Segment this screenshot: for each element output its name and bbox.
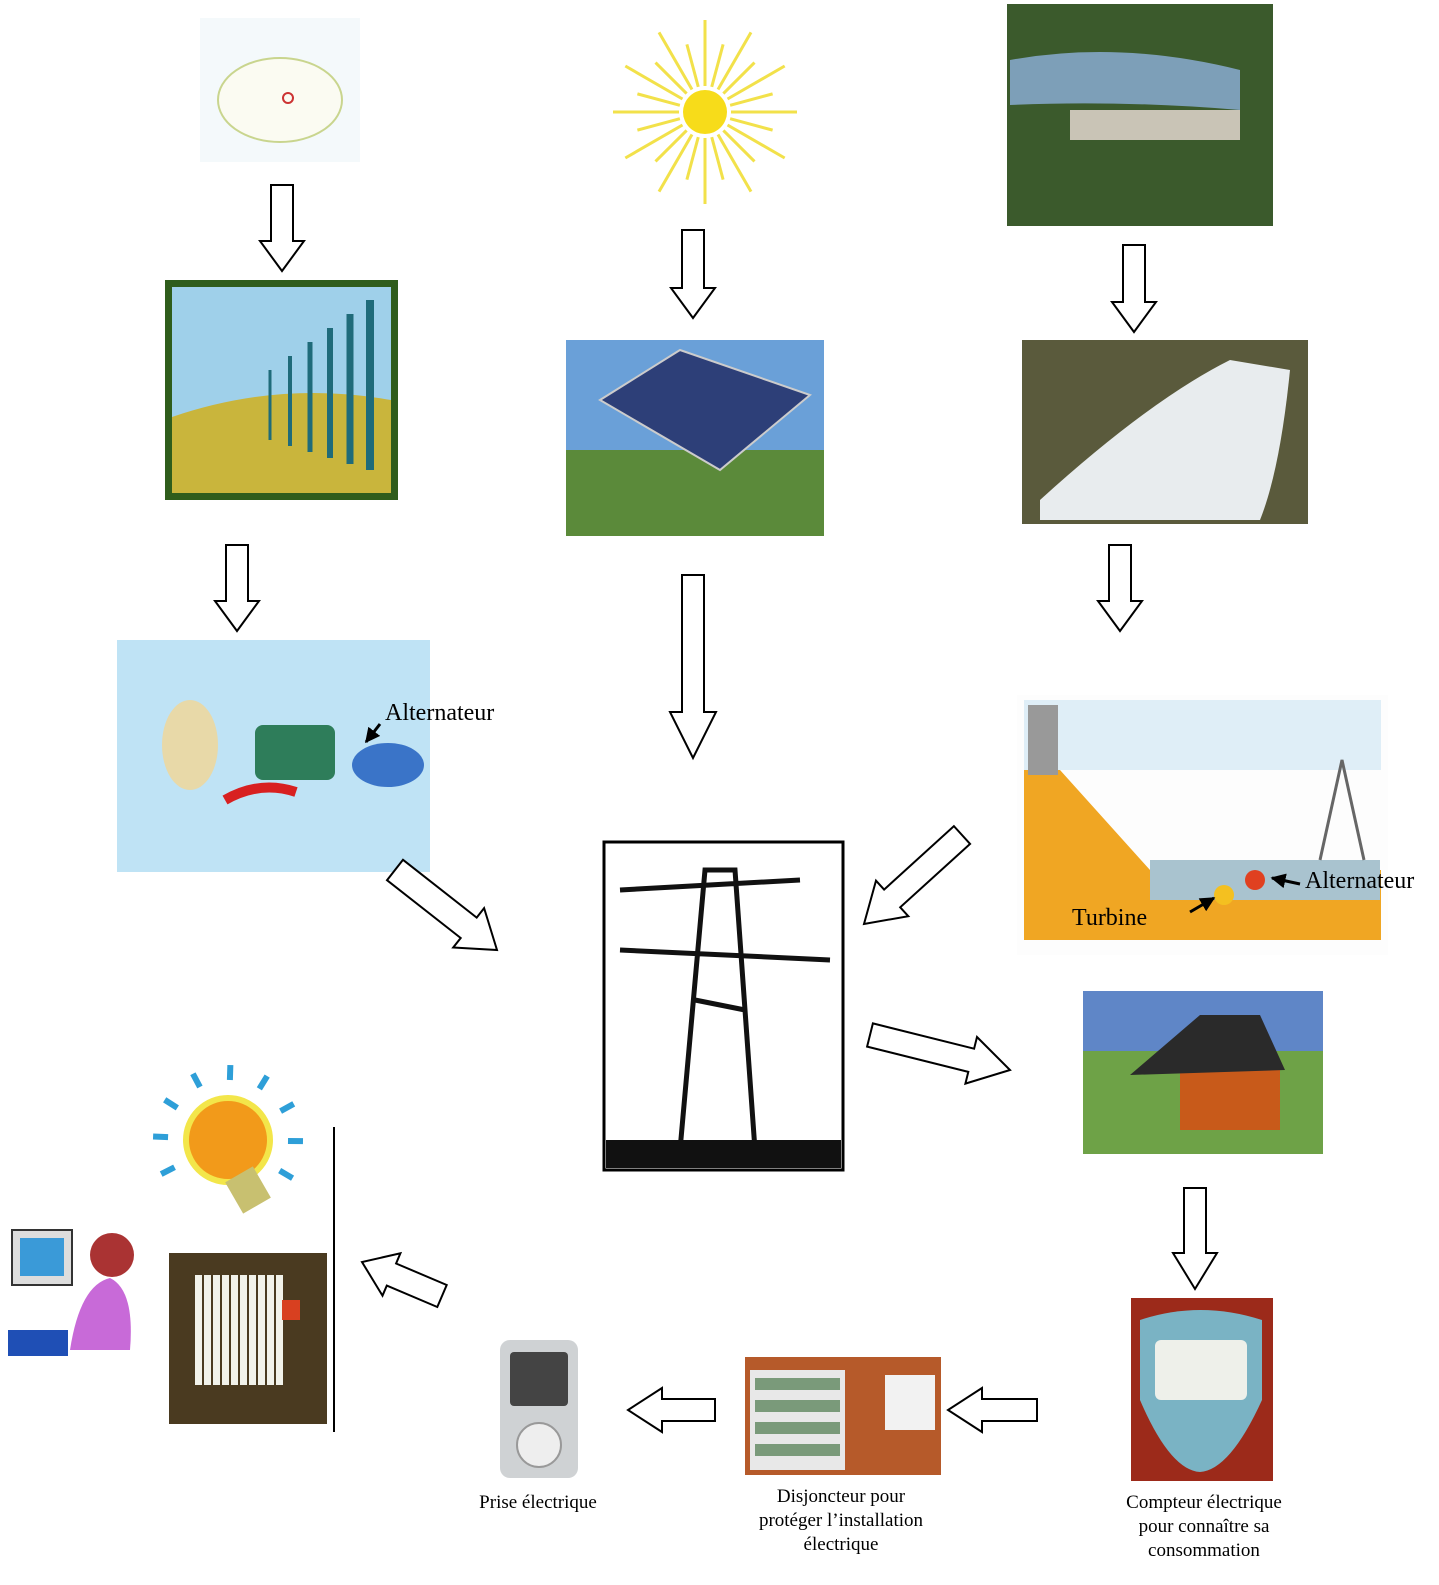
meter-dial	[1155, 1340, 1247, 1400]
head	[90, 1233, 134, 1277]
dam	[1028, 705, 1058, 775]
gearbox	[255, 725, 335, 780]
dam-wall	[1070, 110, 1240, 140]
sun	[683, 90, 727, 134]
cloud	[218, 58, 342, 142]
sun-ray	[687, 137, 698, 180]
breaker-row	[755, 1422, 840, 1434]
sun-ray	[637, 94, 680, 105]
field	[172, 393, 391, 493]
caption: électrique	[804, 1534, 879, 1555]
sun-ray	[656, 130, 687, 161]
flow-arrow	[670, 575, 716, 758]
sun-ray	[687, 44, 698, 87]
flow-arrow	[671, 230, 715, 318]
bulb	[186, 1098, 270, 1182]
radiator-fin	[258, 1275, 265, 1385]
sun-ray	[730, 94, 773, 105]
sun-ray	[712, 137, 723, 180]
energy-diagram: Alternateur Alternateur Turbine Prise él…	[0, 0, 1439, 1585]
flow-arrow	[864, 826, 970, 924]
sun-ray	[730, 119, 773, 130]
radiator-fin	[249, 1275, 256, 1385]
flow-arrow	[867, 1023, 1010, 1083]
caption: Prise électrique	[479, 1492, 597, 1513]
screen	[20, 1238, 64, 1276]
radiator-fin	[267, 1275, 274, 1385]
hub	[162, 700, 218, 790]
label: Turbine	[1072, 905, 1147, 931]
bulb-ray	[193, 1074, 200, 1087]
switch	[510, 1352, 568, 1406]
caption: Compteur électrique	[1126, 1492, 1282, 1513]
radiator-image	[169, 1253, 327, 1424]
radiator-fin	[213, 1275, 220, 1385]
chair	[8, 1330, 68, 1356]
radiator-fin	[231, 1275, 238, 1385]
bulb-ray	[280, 1171, 293, 1179]
bulb-ray	[153, 1136, 168, 1137]
radiator-control	[282, 1300, 300, 1320]
radiator-fin	[204, 1275, 211, 1385]
outlet	[517, 1423, 561, 1467]
sky	[1024, 700, 1381, 770]
bulb-ray	[281, 1104, 294, 1111]
flow-arrow	[1098, 545, 1142, 631]
flow-arrow	[948, 1388, 1037, 1432]
radiator-fin	[276, 1275, 283, 1385]
bulb-ray	[165, 1100, 178, 1108]
flow-arrow	[1173, 1188, 1217, 1289]
radiator-fin	[222, 1275, 229, 1385]
caption: pour connaître sa	[1139, 1516, 1270, 1537]
body	[70, 1278, 131, 1350]
label: Alternateur	[385, 700, 494, 726]
flow-arrow	[215, 545, 259, 631]
sun-ray	[723, 130, 754, 161]
radiator-fin	[240, 1275, 247, 1385]
radiator-fin	[195, 1275, 202, 1385]
alternator	[1245, 870, 1265, 890]
meter-box	[885, 1375, 935, 1430]
generator	[352, 743, 424, 787]
flow-arrow	[387, 860, 497, 950]
flow-arrow	[628, 1388, 715, 1432]
breaker-row	[755, 1400, 840, 1412]
flow-arrow	[362, 1253, 447, 1307]
flow-arrow	[260, 185, 304, 271]
breaker-row	[755, 1444, 840, 1456]
house-wall	[1180, 1070, 1280, 1130]
bulb-ray	[161, 1167, 174, 1174]
sun-ray	[637, 119, 680, 130]
flow-arrow	[1112, 245, 1156, 332]
sun-ray	[712, 44, 723, 87]
label: Alternateur	[1305, 868, 1414, 894]
caption: Disjoncteur pour	[777, 1486, 906, 1507]
breaker-row	[755, 1378, 840, 1390]
sun-ray	[723, 63, 754, 94]
turbine-wheel	[1214, 885, 1234, 905]
caption: consommation	[1148, 1540, 1260, 1561]
caption: protéger l’installation	[759, 1510, 924, 1531]
sun-ray	[656, 63, 687, 94]
skyline	[606, 1140, 841, 1168]
bulb-ray	[259, 1076, 267, 1089]
